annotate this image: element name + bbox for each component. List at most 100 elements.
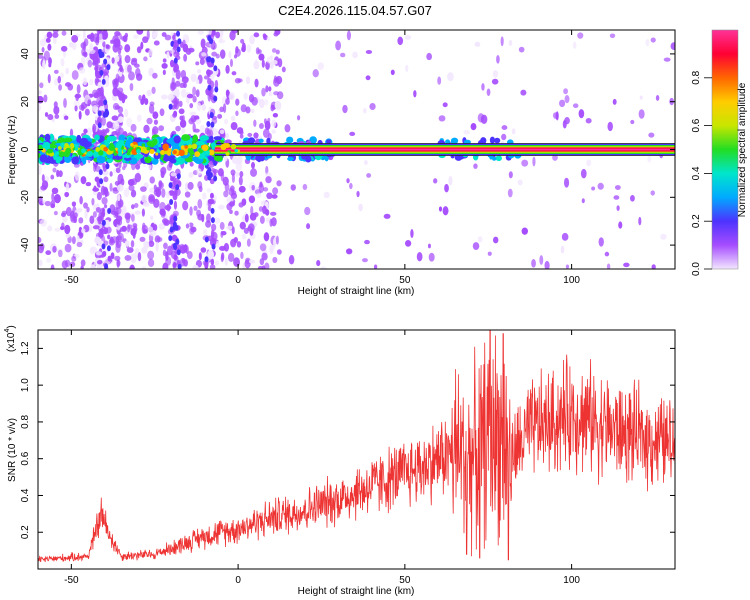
- spectrogram-cell: [58, 151, 65, 158]
- spectrogram-cell: [168, 103, 173, 110]
- spectrogram-cell: [106, 121, 113, 129]
- spectrogram-cell: [61, 30, 67, 36]
- spectrogram-cell: [146, 117, 153, 125]
- spectrogram-cell: [103, 99, 108, 106]
- spectrogram-cell: [365, 75, 371, 81]
- spectrogram-cell: [539, 255, 544, 265]
- spectrogram-cell: [225, 98, 230, 105]
- spectrogram-cell: [120, 178, 125, 186]
- spectrogram-cell: [591, 186, 596, 191]
- spectrogram-cell: [196, 102, 202, 112]
- spectrogram-cell: [442, 102, 448, 108]
- spectrogram-cell: [113, 38, 120, 48]
- spectrogram-cell: [41, 174, 45, 183]
- spectrogram-cell: [227, 252, 235, 263]
- spectrogram-cell: [173, 254, 178, 261]
- spectrogram-cell: [213, 175, 218, 182]
- spectrogram-cell: [463, 129, 471, 135]
- spectrogram-cell: [270, 59, 278, 65]
- carrier-band: [214, 148, 675, 151]
- spectrogram-cell: [92, 211, 97, 218]
- spectrogram-cell: [193, 128, 200, 133]
- spectrogram-cell: [196, 209, 202, 217]
- spectrogram-cell: [397, 36, 404, 46]
- spectrogram-cell: [58, 84, 63, 91]
- spectrogram-cell: [106, 245, 111, 252]
- spectrogram-cell: [172, 150, 177, 155]
- spectrogram-cell: [544, 260, 550, 269]
- spectrogram-cell: [179, 119, 187, 128]
- spectrogram-cell: [175, 69, 181, 80]
- spectrogram-cell: [302, 183, 308, 191]
- spectrogram-cell: [155, 241, 159, 252]
- spectrogram-cell: [259, 243, 267, 252]
- spectrogram-cell: [166, 163, 173, 171]
- spectrogram-cell: [312, 69, 319, 78]
- spectrogram-cell: [271, 48, 277, 53]
- spectrogram-cell: [96, 97, 102, 106]
- spectrogram-y-tick-label: 40: [20, 48, 31, 60]
- spectrogram-cell: [126, 117, 133, 128]
- spectrogram-cell: [204, 236, 209, 243]
- spectrogram-cell: [124, 240, 130, 247]
- spectrogram-cell: [572, 103, 579, 109]
- spectrogram-cell: [507, 188, 513, 198]
- spectrogram-cell: [188, 222, 194, 228]
- spectrogram-cell: [136, 149, 141, 154]
- spectrogram-cell: [101, 243, 106, 250]
- spectrogram-cell: [383, 213, 391, 219]
- spectrogram-cell: [116, 259, 120, 268]
- spectrogram-cell: [82, 30, 86, 41]
- spectrogram-cell: [64, 191, 70, 198]
- spectrogram-cell: [208, 149, 215, 156]
- spectrogram-cell: [57, 146, 62, 150]
- spectrogram-cell: [212, 169, 219, 174]
- spectrogram-cell: [126, 151, 131, 156]
- spectrogram-cell: [362, 107, 367, 114]
- spectrogram-cell: [404, 239, 412, 247]
- spectrogram-cell: [501, 125, 508, 131]
- spectrogram-cell: [130, 240, 135, 248]
- spectrogram-cell: [500, 36, 504, 47]
- spectrogram-cell: [140, 194, 148, 203]
- colorbar-tick-label: 0.4: [691, 166, 702, 180]
- spectrogram-cell: [113, 121, 120, 130]
- spectrogram-cell: [284, 124, 291, 133]
- spectrogram-cell: [179, 115, 184, 121]
- spectrogram-cell: [215, 31, 221, 39]
- spectrogram-cell: [491, 156, 497, 161]
- spectrogram-cell: [586, 159, 592, 167]
- spectrogram-cell: [101, 207, 106, 218]
- spectrogram-cell: [177, 263, 182, 269]
- spectrogram-cell: [247, 137, 256, 145]
- spectrogram-cell: [518, 46, 525, 53]
- spectrogram-cell: [248, 195, 256, 204]
- spectrogram-cell: [304, 206, 311, 216]
- spectrogram-cell: [189, 162, 194, 167]
- spectrogram-cells: [38, 30, 675, 269]
- spectrogram-cell: [352, 51, 358, 59]
- spectrogram-cell: [46, 257, 52, 263]
- spectrogram-cell: [98, 32, 103, 42]
- colorbar-ticks: 0.0 0.2 0.4 0.6 0.8: [691, 70, 712, 276]
- spectrogram-cell: [309, 136, 317, 144]
- spectrogram-cell: [237, 78, 243, 83]
- spectrogram-cell: [158, 125, 165, 132]
- spectrogram-cell: [166, 138, 174, 144]
- spectrogram-cell: [38, 236, 42, 244]
- spectrogram-cell: [390, 69, 395, 76]
- spectrogram-cell: [606, 263, 611, 269]
- spectrogram-cell: [253, 60, 260, 70]
- spectrogram-cell: [230, 121, 238, 131]
- spectrogram-cell: [197, 199, 203, 209]
- spectrogram-cell: [102, 162, 106, 169]
- spectrogram-cell: [106, 135, 116, 142]
- spectrogram-cell: [47, 225, 53, 232]
- spectrogram-cell: [492, 236, 499, 244]
- spectrogram-cell: [219, 106, 225, 113]
- spectrogram-cell: [83, 202, 88, 209]
- spectrogram-cell: [234, 54, 238, 59]
- spectrogram-cell: [271, 119, 277, 128]
- spectrogram-cell: [192, 264, 199, 269]
- spectrogram-cell: [53, 105, 60, 115]
